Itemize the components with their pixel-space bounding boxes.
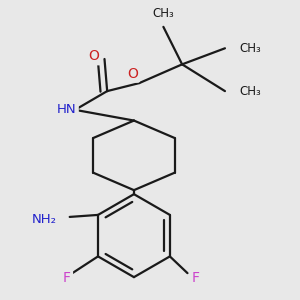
Text: HN: HN	[57, 103, 77, 116]
Text: CH₃: CH₃	[240, 85, 261, 98]
Text: NH₂: NH₂	[31, 213, 56, 226]
Text: F: F	[63, 272, 71, 286]
Text: F: F	[191, 272, 200, 286]
Text: O: O	[127, 67, 138, 81]
Text: CH₃: CH₃	[240, 42, 261, 55]
Text: CH₃: CH₃	[152, 7, 174, 20]
Text: O: O	[88, 49, 99, 63]
